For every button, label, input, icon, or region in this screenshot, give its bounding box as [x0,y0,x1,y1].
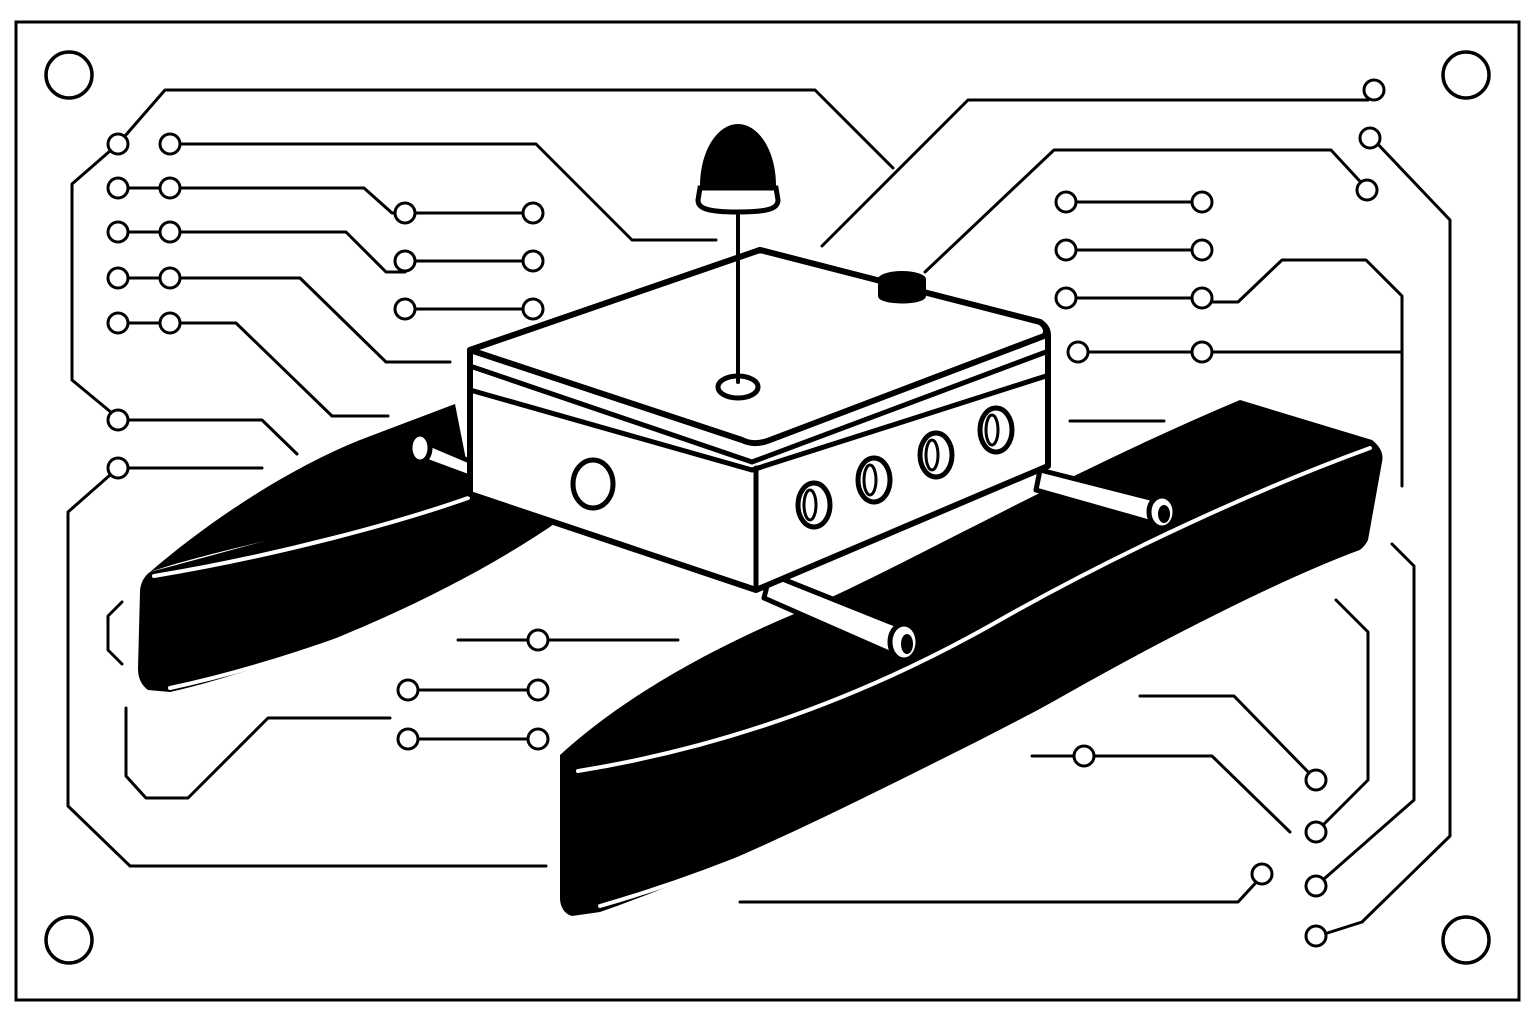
trace [168,142,718,242]
solder-pad-icon [1190,190,1214,214]
solder-pad-icon [1054,238,1078,262]
solder-pad-icon [1066,340,1090,364]
trace [168,276,452,364]
solder-pad-icon [106,176,130,200]
solder-pad-icon [1304,820,1328,844]
solder-pad-icon [393,297,417,321]
mounting-hole-icon [1441,50,1491,100]
mounting-holes [44,50,1491,965]
trace [106,600,124,666]
trace [124,706,392,800]
trace [1314,598,1370,834]
solder-pad-icon [1250,862,1274,886]
solder-pad-icon [106,311,130,335]
trace [820,98,1370,248]
solder-pad-icon [1072,744,1096,768]
solder-pad-icon [1054,286,1078,310]
catamaran-icon [138,124,1383,916]
trace [168,321,390,418]
solder-pad-icon [106,408,130,432]
solder-pad-icon [158,311,182,335]
trace [116,88,895,170]
left-hull [138,404,560,692]
solder-pad-icon [1304,924,1328,948]
mounting-hole-icon [44,50,94,100]
cross-beams [407,431,1178,663]
solder-pad-icon [1304,874,1328,898]
solder-pad-icon [106,456,130,480]
solder-pad-icon [106,220,130,244]
solder-pad-icon [393,201,417,225]
solder-pad-icon [396,727,420,751]
solder-pad-icon [526,678,550,702]
solder-pad-icon [396,678,420,702]
solder-pad-icon [106,132,130,156]
mounting-hole-icon [1441,915,1491,965]
trace [1316,136,1452,938]
solder-pad-icon [158,220,182,244]
solder-pad-icon [1355,178,1379,202]
electronics-box [467,247,1051,593]
trace [923,148,1370,274]
trace [116,418,299,456]
solder-pad-icon [521,297,545,321]
trace [738,874,1264,904]
right-hull [560,400,1383,916]
trace [1200,258,1404,488]
solder-pad-icon [521,249,545,273]
solder-pad-icon [158,266,182,290]
solder-pad-icon [521,201,545,225]
solder-pad-icon [106,266,130,290]
solder-pad-icon [393,249,417,273]
solder-pad-icon [158,176,182,200]
solder-pad-icon [1358,126,1382,150]
solder-pad-icon [1190,286,1214,310]
solder-pad-icon [526,628,550,652]
trace [1314,542,1416,888]
solder-pad-icon [1054,190,1078,214]
trace [70,142,120,420]
trace [66,466,548,868]
solder-pad-icon [158,132,182,156]
solder-pad-icon [1190,238,1214,262]
solder-pad-icon [1362,78,1386,102]
solder-pads [106,78,1386,948]
trace [168,230,407,274]
solder-pad-icon [1190,340,1214,364]
solder-pad-icon [1304,768,1328,792]
solder-pad-icon [526,727,550,751]
mounting-hole-icon [44,915,94,965]
trace [1138,694,1316,780]
beacon-light-icon [695,124,781,401]
